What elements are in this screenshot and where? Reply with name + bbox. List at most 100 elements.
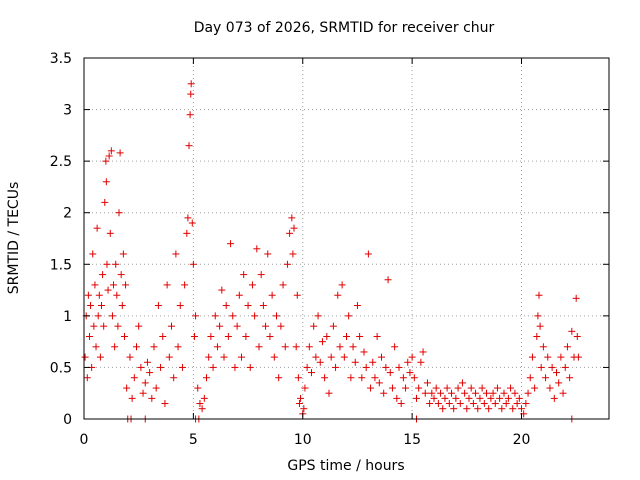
data-point (231, 363, 239, 371)
data-point (273, 312, 280, 320)
data-point (92, 343, 100, 351)
data-point (483, 389, 490, 397)
data-point (103, 260, 111, 268)
data-point (216, 322, 224, 330)
data-point (423, 379, 431, 387)
data-point (209, 363, 217, 371)
y-tick-label: 0.5 (50, 360, 72, 376)
data-point (187, 80, 195, 88)
data-point (262, 322, 270, 330)
data-point (248, 281, 256, 289)
data-point (133, 343, 140, 351)
data-point (168, 322, 175, 330)
data-point (128, 394, 136, 402)
data-point (367, 384, 375, 392)
data-point (375, 379, 383, 387)
data-point (511, 389, 519, 397)
data-point (522, 400, 530, 408)
data-point (242, 332, 250, 340)
data-point (364, 250, 372, 258)
data-point (524, 389, 532, 397)
data-point (305, 343, 313, 351)
y-tick-label: 1.5 (50, 257, 72, 273)
data-point (568, 327, 576, 335)
data-point (441, 394, 449, 402)
data-point (123, 384, 131, 392)
data-point (485, 405, 493, 413)
data-point (251, 312, 259, 320)
data-point (187, 90, 195, 98)
data-point (572, 294, 580, 302)
y-tick-label: 3.5 (50, 51, 72, 67)
data-point (286, 229, 294, 237)
data-point (100, 322, 108, 330)
x-tick-labels: 0 5 10 15 20 (80, 432, 531, 448)
data-point (294, 374, 302, 382)
data-point (358, 374, 366, 382)
data-point (81, 353, 89, 361)
data-point (126, 353, 134, 361)
data-point (476, 394, 484, 402)
data-point (113, 291, 121, 299)
y-tick-label: 2 (63, 206, 72, 222)
data-point (561, 363, 569, 371)
data-point (386, 369, 394, 377)
x-axis-label: GPS time / hours (287, 458, 404, 474)
data-point (345, 312, 353, 320)
data-point (108, 312, 116, 320)
data-point (323, 332, 331, 340)
data-point (443, 384, 451, 392)
data-point (360, 348, 368, 356)
axis-ticks (83, 57, 609, 420)
data-point (388, 384, 396, 392)
data-point (198, 405, 206, 413)
data-point (293, 291, 301, 299)
data-point (310, 322, 318, 330)
data-point (498, 405, 506, 413)
data-point (349, 343, 357, 351)
data-point (279, 281, 287, 289)
data-point (120, 332, 128, 340)
data-point (111, 343, 119, 351)
data-point (172, 250, 180, 258)
y-tick-labels: 0 0.5 1 1.5 2 2.5 3 3.5 (50, 51, 72, 428)
data-point (343, 332, 350, 340)
data-point (421, 389, 429, 397)
data-point (174, 343, 182, 351)
data-point (329, 322, 337, 330)
data-point (207, 332, 215, 340)
data-point (336, 343, 344, 351)
data-point (218, 286, 226, 294)
data-point (93, 224, 101, 232)
data-point (222, 302, 230, 310)
data-point (270, 353, 278, 361)
data-point (544, 353, 552, 361)
data-point (154, 302, 162, 310)
data-point (196, 400, 204, 408)
data-point (312, 353, 320, 361)
data-point (509, 405, 517, 413)
data-point (192, 312, 200, 320)
data-point (417, 358, 425, 366)
data-point (450, 405, 458, 413)
data-point (573, 332, 581, 340)
data-point (200, 394, 208, 402)
data-points (81, 80, 582, 423)
data-point (410, 374, 418, 382)
data-point (137, 363, 145, 371)
data-point (496, 394, 504, 402)
data-point (430, 394, 438, 402)
data-point (351, 358, 359, 366)
data-point (98, 302, 105, 310)
data-point (408, 353, 416, 361)
data-point (406, 369, 414, 377)
data-point (104, 286, 112, 294)
data-point (448, 389, 455, 397)
gridlines (84, 58, 609, 419)
y-tick-label: 1 (63, 309, 72, 325)
data-point (90, 322, 98, 330)
data-point (110, 281, 118, 289)
data-point (413, 394, 420, 402)
data-point (118, 302, 126, 310)
data-point (176, 302, 184, 310)
